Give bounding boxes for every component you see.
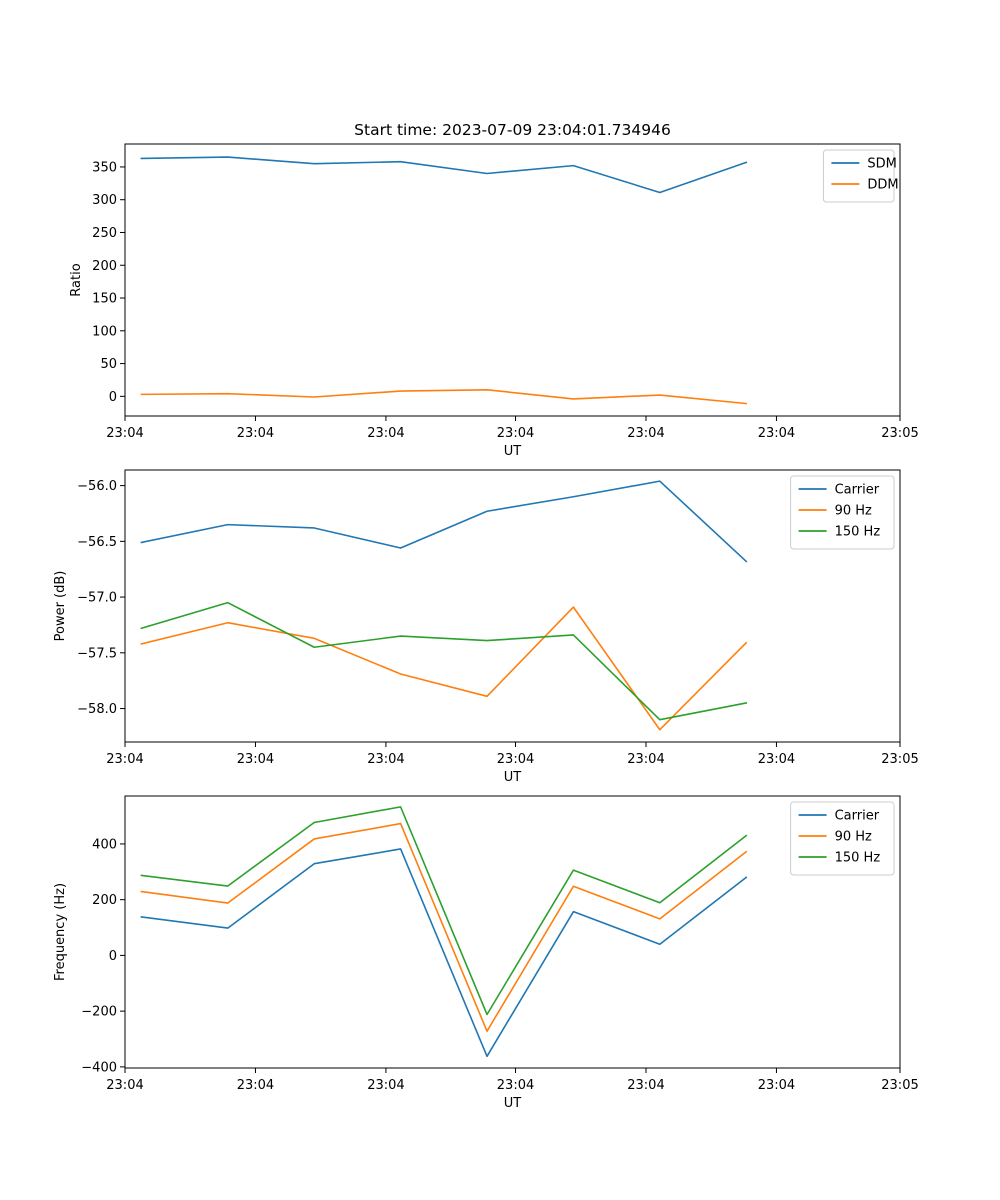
y-axis-label: Power (dB) xyxy=(53,571,68,642)
y-tick-label: −200 xyxy=(81,1005,117,1020)
y-tick-label: −56.0 xyxy=(77,479,117,494)
y-tick-label: 250 xyxy=(92,226,117,241)
y-tick-label: 100 xyxy=(92,324,117,339)
legend: Carrier 90 Hz 150 Hz xyxy=(790,801,895,876)
x-tick-label: 23:04 xyxy=(367,752,404,767)
legend-entry-label: SDM xyxy=(867,157,896,172)
y-tick-label: −400 xyxy=(81,1060,117,1075)
series-line-ddm xyxy=(140,388,748,405)
plot-frame xyxy=(124,795,901,1069)
y-tick-label: 0 xyxy=(109,949,117,964)
x-tick-label: 23:05 xyxy=(881,1078,918,1093)
legend-entry-label: Carrier xyxy=(835,809,880,824)
legend: SDM DDM xyxy=(822,149,899,203)
legend-entry-label: 150 Hz xyxy=(835,525,881,540)
x-tick-label: 23:04 xyxy=(758,752,795,767)
x-tick-label: 23:04 xyxy=(106,752,143,767)
legend-entry-label: 150 Hz xyxy=(835,851,881,866)
y-tick-label: −57.0 xyxy=(77,591,117,606)
y-tick-label: 0 xyxy=(109,390,117,405)
y-axis-label: Frequency (Hz) xyxy=(53,883,68,981)
x-tick-label: 23:04 xyxy=(627,426,664,441)
series-line-sdm xyxy=(140,156,748,194)
x-axis-label: UT xyxy=(504,444,522,459)
x-tick-label: 23:04 xyxy=(367,1078,404,1093)
legend-entry-label: DDM xyxy=(867,178,898,193)
chart-title: Start time: 2023-07-09 23:04:01.734946 xyxy=(354,121,671,139)
x-axis-label: UT xyxy=(504,770,522,785)
x-tick-label: 23:04 xyxy=(237,1078,274,1093)
y-tick-label: 200 xyxy=(92,893,117,908)
x-tick-label: 23:05 xyxy=(881,752,918,767)
chart-panel-3: 23:04 23:04 23:04 23:04 23:04 23:04 23:05 −400 −… xyxy=(53,795,919,1111)
chart-panel-1: 23:04 23:04 23:04 23:04 23:04 23:04 23:05 0 50 10… xyxy=(69,121,919,459)
series-line-carrier xyxy=(140,480,748,563)
series-line-carrier xyxy=(140,848,748,1058)
y-tick-label: 400 xyxy=(92,837,117,852)
x-tick-label: 23:04 xyxy=(367,426,404,441)
plot-frame xyxy=(124,469,901,743)
y-tick-label: −57.5 xyxy=(77,646,117,661)
legend-entry-label: 90 Hz xyxy=(835,504,872,519)
x-tick-label: 23:04 xyxy=(497,426,534,441)
series-line-150-hz xyxy=(140,806,748,1016)
legend: Carrier 90 Hz 150 Hz xyxy=(790,475,895,550)
series-line-90-hz xyxy=(140,822,748,1033)
x-tick-label: 23:04 xyxy=(106,1078,143,1093)
x-axis-label: UT xyxy=(504,1096,522,1111)
y-axis-label: Ratio xyxy=(69,263,84,296)
x-tick-label: 23:04 xyxy=(106,426,143,441)
y-tick-label: 350 xyxy=(92,160,117,175)
x-tick-label: 23:04 xyxy=(237,752,274,767)
x-tick-label: 23:04 xyxy=(497,1078,534,1093)
legend-entry-label: Carrier xyxy=(835,483,880,498)
x-tick-label: 23:04 xyxy=(627,752,664,767)
series-line-150-hz xyxy=(140,601,748,721)
y-tick-label: 150 xyxy=(92,292,117,307)
x-tick-label: 23:04 xyxy=(758,1078,795,1093)
plot-frame xyxy=(124,143,901,417)
x-tick-label: 23:04 xyxy=(237,426,274,441)
x-tick-label: 23:04 xyxy=(497,752,534,767)
y-tick-label: 300 xyxy=(92,193,117,208)
y-tick-label: −56.5 xyxy=(77,535,117,550)
series-line-90-hz xyxy=(140,606,748,731)
x-tick-label: 23:05 xyxy=(881,426,918,441)
chart-panel-2: 23:04 23:04 23:04 23:04 23:04 23:04 23:05 −58.0… xyxy=(53,469,919,785)
x-tick-label: 23:04 xyxy=(758,426,795,441)
y-tick-label: −58.0 xyxy=(77,702,117,717)
x-tick-label: 23:04 xyxy=(627,1078,664,1093)
legend-entry-label: 90 Hz xyxy=(835,830,872,845)
y-tick-label: 200 xyxy=(92,259,117,274)
y-tick-label: 50 xyxy=(100,357,117,372)
